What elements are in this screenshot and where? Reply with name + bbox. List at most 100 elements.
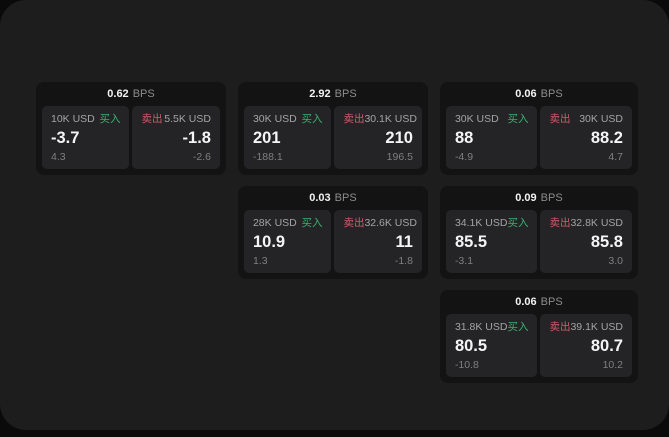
- bps-value: 0.06: [515, 88, 537, 100]
- buy-side-label: 买入: [301, 113, 323, 125]
- bps-value: 0.03: [309, 192, 331, 204]
- buy-delta: -10.8: [454, 358, 479, 371]
- buy-quote-panel[interactable]: 31.8K USD 买入 80.5 -10.8: [445, 314, 538, 377]
- panel-top-row: 卖出 32.8K USD: [549, 218, 623, 229]
- sell-price: 11: [395, 232, 413, 251]
- bps-header: 2.92 BPS: [244, 82, 422, 106]
- buy-price: 10.9: [252, 232, 286, 251]
- buy-quote-panel[interactable]: 30K USD 买入 201 -188.1: [243, 106, 332, 169]
- bps-value: 0.62: [107, 88, 129, 100]
- sell-price: 85.8: [590, 232, 623, 251]
- quote-card: 0.06 BPS 31.8K USD 买入 80.5 -10.8 卖出 39.1…: [439, 290, 638, 383]
- buy-quote-panel[interactable]: 10K USD 买入 -3.7 4.3: [42, 106, 130, 169]
- buy-price: 85.5: [454, 232, 488, 251]
- buy-side-label: 买入: [507, 321, 529, 333]
- sell-amount: 32.6K USD: [364, 217, 417, 229]
- sell-side-label: 卖出: [141, 113, 163, 125]
- panel-top-row: 34.1K USD 买入: [455, 218, 529, 229]
- buy-delta: -188.1: [252, 150, 283, 163]
- buy-amount: 28K USD: [252, 217, 297, 229]
- buy-quote-panel[interactable]: 28K USD 买入 10.9 1.3: [243, 210, 332, 273]
- buy-quote-panel[interactable]: 30K USD 买入 88 -4.9: [445, 106, 538, 169]
- sell-quote-panel[interactable]: 卖出 30.1K USD 210 196.5: [334, 106, 422, 169]
- sell-side-label: 卖出: [549, 113, 571, 125]
- buy-price: 201: [252, 128, 281, 147]
- quote-panels: 34.1K USD 买入 85.5 -3.1 卖出 32.8K USD 85.8…: [445, 210, 632, 273]
- buy-amount: 30K USD: [454, 113, 499, 125]
- buy-amount: 31.8K USD: [454, 321, 508, 333]
- sell-quote-panel[interactable]: 卖出 32.8K USD 85.8 3.0: [540, 210, 632, 273]
- bps-unit-label: BPS: [540, 192, 563, 204]
- panel-top-row: 卖出 30.1K USD: [343, 113, 417, 125]
- bps-unit-label: BPS: [334, 192, 357, 204]
- sell-side-label: 卖出: [549, 321, 571, 333]
- panel-top-row: 10K USD 买入: [51, 114, 120, 125]
- panel-top-row: 卖出 30K USD: [549, 114, 623, 125]
- buy-price: 88: [454, 128, 474, 147]
- bps-value: 2.92: [309, 88, 331, 100]
- buy-side-label: 买入: [99, 113, 121, 125]
- panel-top-row: 30K USD 买入: [455, 114, 529, 125]
- sell-side-label: 卖出: [343, 113, 365, 125]
- sell-quote-panel[interactable]: 卖出 32.6K USD 11 -1.8: [334, 210, 422, 273]
- sell-quote-panel[interactable]: 卖出 5.5K USD -1.8 -2.6: [132, 106, 220, 169]
- quote-card: 0.62 BPS 10K USD 买入 -3.7 4.3 卖出 5.5K USD: [36, 82, 226, 175]
- bps-unit-label: BPS: [334, 88, 357, 100]
- panel-top-row: 31.8K USD 买入: [455, 322, 529, 333]
- buy-quote-panel[interactable]: 34.1K USD 买入 85.5 -3.1: [445, 210, 538, 273]
- buy-side-label: 买入: [507, 217, 529, 229]
- panel-top-row: 卖出 5.5K USD: [141, 114, 210, 125]
- quote-panels: 10K USD 买入 -3.7 4.3 卖出 5.5K USD -1.8 -2.…: [42, 106, 220, 169]
- sell-price: 210: [385, 128, 413, 147]
- quote-panels: 28K USD 买入 10.9 1.3 卖出 32.6K USD 11 -1.8: [243, 210, 422, 273]
- sell-quote-panel[interactable]: 卖出 30K USD 88.2 4.7: [540, 106, 632, 169]
- bps-value: 0.09: [515, 192, 537, 204]
- quote-card: 0.09 BPS 34.1K USD 买入 85.5 -3.1 卖出 32.8K…: [439, 186, 638, 279]
- quote-card: 0.06 BPS 30K USD 买入 88 -4.9 卖出 30K USD: [439, 82, 638, 175]
- buy-amount: 30K USD: [252, 113, 297, 125]
- bps-value: 0.06: [515, 296, 537, 308]
- quote-card: 2.92 BPS 30K USD 买入 201 -188.1 卖出 30.1K …: [237, 82, 428, 175]
- sell-amount: 5.5K USD: [164, 113, 211, 125]
- bps-header: 0.06 BPS: [446, 290, 632, 314]
- panel-top-row: 30K USD 买入: [253, 114, 322, 125]
- sell-amount: 39.1K USD: [570, 321, 623, 333]
- sell-amount: 30K USD: [579, 113, 623, 125]
- sell-price: -1.8: [182, 128, 211, 147]
- panel-top-row: 卖出 32.6K USD: [343, 217, 417, 229]
- sell-delta: -2.6: [192, 150, 211, 163]
- quote-panels: 31.8K USD 买入 80.5 -10.8 卖出 39.1K USD 80.…: [445, 314, 632, 377]
- buy-side-label: 买入: [301, 217, 323, 229]
- buy-delta: 4.3: [51, 150, 66, 163]
- sell-side-label: 卖出: [343, 217, 365, 229]
- sell-price: 80.7: [590, 336, 623, 355]
- panel-top-row: 28K USD 买入: [253, 218, 322, 229]
- sell-delta: 4.7: [608, 150, 623, 163]
- buy-delta: -3.1: [454, 254, 474, 267]
- sell-delta: 3.0: [608, 254, 623, 267]
- panel-top-row: 卖出 39.1K USD: [549, 322, 623, 333]
- sell-delta: 10.2: [602, 358, 623, 371]
- buy-amount: 34.1K USD: [454, 217, 508, 229]
- quote-panels: 30K USD 买入 201 -188.1 卖出 30.1K USD 210 1…: [243, 106, 422, 169]
- sell-amount: 30.1K USD: [364, 113, 417, 125]
- sell-delta: -1.8: [394, 254, 413, 267]
- quote-grid: 0.62 BPS 10K USD 买入 -3.7 4.3 卖出 5.5K USD: [36, 82, 638, 383]
- quote-panels: 30K USD 买入 88 -4.9 卖出 30K USD 88.2 4.7: [445, 106, 632, 169]
- bps-header: 0.62 BPS: [42, 82, 220, 106]
- sell-amount: 32.8K USD: [570, 217, 623, 229]
- buy-price: -3.7: [51, 128, 80, 147]
- quote-card: 0.03 BPS 28K USD 买入 10.9 1.3 卖出 32.6K US…: [237, 186, 428, 279]
- sell-delta: 196.5: [386, 150, 413, 163]
- bps-unit-label: BPS: [540, 296, 563, 308]
- buy-delta: -4.9: [454, 150, 474, 163]
- bps-header: 0.06 BPS: [446, 82, 632, 106]
- sell-price: 88.2: [590, 128, 623, 147]
- sell-side-label: 卖出: [549, 217, 571, 229]
- buy-delta: 1.3: [252, 254, 268, 267]
- buy-price: 80.5: [454, 336, 488, 355]
- buy-amount: 10K USD: [51, 113, 95, 125]
- bps-unit-label: BPS: [132, 88, 155, 100]
- sell-quote-panel[interactable]: 卖出 39.1K USD 80.7 10.2: [540, 314, 632, 377]
